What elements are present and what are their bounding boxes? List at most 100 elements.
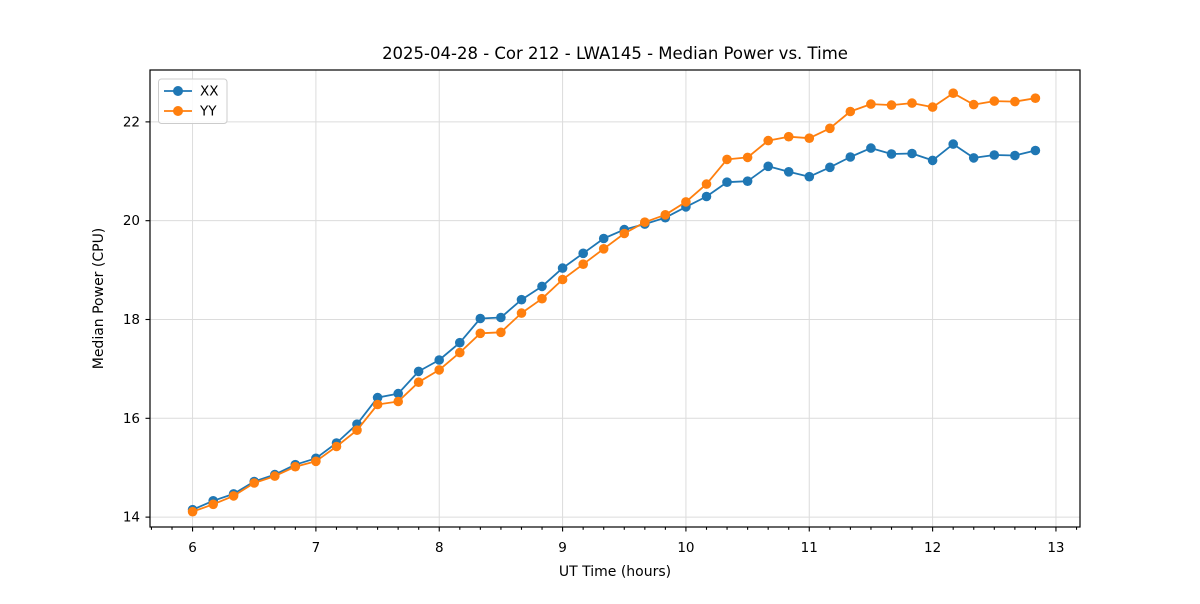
data-point-xx [722,177,732,187]
x-tick-label: 12 [924,540,941,556]
data-point-yy [249,478,259,488]
data-point-yy [270,471,280,481]
legend-marker-xx [173,86,183,96]
data-point-yy [907,98,917,108]
data-point-xx [701,191,712,202]
data-point-xx [434,355,445,365]
data-point-yy [496,327,506,338]
data-point-yy [968,99,979,110]
data-point-xx [372,392,383,403]
data-point-yy [886,100,897,110]
data-point-xx [783,167,794,177]
legend-item-xx: XX [164,84,219,100]
y-tick-label: 14 [123,510,140,526]
y-tick-label: 18 [123,312,140,328]
data-point-xx [537,281,547,292]
data-point-xx [866,143,876,153]
tick-labels: 6 7 8 9 10 11 12 13 14 16 18 20 22 [123,114,1065,556]
data-point-yy [455,347,465,358]
data-point-xx [475,313,486,324]
data-point-xx [845,152,856,162]
legend: XX YY [158,78,228,124]
chart-title: 2025-04-28 - Cor 212 - LWA145 - Median P… [382,44,848,63]
legend-label-xx: XX [200,84,219,100]
data-point-yy [516,308,527,318]
data-point-yy [804,133,815,143]
data-point-yy [598,244,609,254]
x-axis-label: UT Time (hours) [559,564,671,580]
data-point-yy [413,377,424,388]
series-layer [187,88,1041,517]
data-point-yy [1030,93,1041,103]
x-tick-label: 8 [435,540,444,556]
data-point-yy [845,106,856,117]
y-tick-label: 22 [123,114,140,130]
data-point-yy [393,396,404,407]
data-point-xx [948,139,958,149]
data-point-yy [290,461,301,472]
data-point-xx [825,162,835,173]
x-tick-label: 11 [801,540,818,556]
data-point-xx [989,150,1000,160]
data-point-yy [434,365,445,375]
data-point-xx [557,263,568,273]
data-point-xx [804,171,815,182]
data-point-yy [701,179,712,189]
data-point-yy [948,88,958,98]
data-point-xx [886,149,897,159]
data-point-yy [660,210,671,220]
data-point-yy [825,123,835,134]
x-tick-label: 13 [1047,540,1064,556]
data-point-yy [989,96,1000,106]
data-point-yy [187,506,198,517]
y-tick-label: 16 [123,411,140,427]
data-point-yy [372,399,383,410]
axes [145,69,1081,532]
x-tick-label: 7 [312,540,321,556]
data-point-xx [1010,150,1020,161]
data-point-xx [1030,145,1041,156]
gridlines [150,70,1080,527]
data-point-yy [681,197,691,207]
data-point-yy [537,293,547,304]
data-point-yy [742,152,753,163]
y-tick-label: 20 [123,213,140,229]
x-tick-label: 10 [677,540,694,556]
data-point-yy [640,217,650,227]
plot-border [149,69,1081,528]
data-point-yy [208,499,218,510]
data-point-yy [866,99,876,109]
data-point-xx [907,148,917,159]
data-point-yy [927,102,938,112]
data-point-xx [968,153,979,163]
data-point-yy [475,328,486,339]
data-point-xx [742,176,753,186]
data-point-yy [578,259,588,270]
data-point-xx [763,161,773,172]
legend-marker-yy [173,106,183,116]
data-point-xx [516,294,527,305]
data-point-yy [722,154,732,165]
x-tick-label: 6 [188,540,197,556]
data-point-xx [393,388,404,399]
data-point-xx [578,248,588,259]
data-point-xx [413,366,424,377]
y-axis-label: Median Power (CPU) [91,228,107,370]
data-point-yy [783,131,794,142]
data-point-xx [927,155,938,166]
data-point-yy [557,274,568,285]
legend-item-yy: YY [164,104,217,120]
data-point-xx [455,337,465,348]
data-point-yy [1010,96,1020,107]
data-point-yy [352,425,362,436]
data-point-xx [598,233,609,244]
x-tick-label: 9 [558,540,567,556]
data-point-yy [228,491,239,501]
data-point-xx [496,312,506,323]
data-point-yy [311,456,321,467]
legend-label-yy: YY [199,104,217,120]
data-point-yy [331,441,342,452]
data-point-yy [763,135,773,146]
